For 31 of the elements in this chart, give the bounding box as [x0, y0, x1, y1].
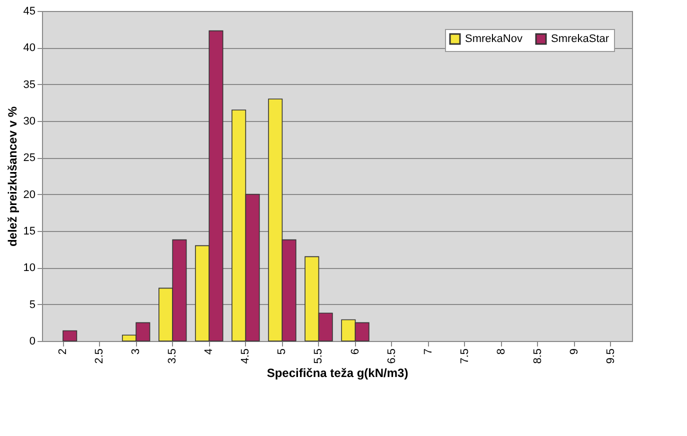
x-tick-label: 4.5 — [240, 348, 252, 364]
legend-label: SmrekaNov — [465, 33, 523, 45]
y-tick-label: 5 — [29, 298, 36, 311]
bar — [62, 330, 78, 342]
y-tick-label: 20 — [23, 188, 36, 201]
y-tick-label: 30 — [23, 116, 36, 128]
legend-label: SmrekaStar — [551, 33, 610, 45]
x-tick-label: 3.5 — [166, 348, 179, 364]
y-tick-label: 15 — [23, 226, 36, 238]
y-axis-title: delež preizkušancev v % — [5, 106, 20, 247]
x-tick-label: 6 — [349, 348, 362, 355]
x-tick-label: 2 — [57, 348, 70, 355]
x-tick-label: 8.5 — [532, 348, 544, 364]
y-tick-label: 40 — [23, 42, 36, 54]
x-tick-label: 9.5 — [604, 348, 617, 364]
x-tick-label: 7 — [422, 348, 434, 355]
x-tick-label: 7.5 — [458, 348, 471, 364]
x-tick-label: 4 — [203, 348, 216, 355]
x-axis-title: Specifična teža g(kN/m3) — [266, 366, 408, 380]
x-tick-label: 9 — [568, 348, 580, 355]
y-tick-label: 25 — [23, 152, 36, 164]
y-tick-label: 45 — [23, 6, 36, 18]
x-tick-label: 2.5 — [94, 348, 106, 364]
x-tick-label: 8 — [495, 348, 508, 355]
y-tick-label: 0 — [29, 336, 36, 348]
x-tick-label: 6.5 — [386, 348, 398, 364]
x-tick-label: 3 — [130, 348, 142, 355]
y-tick-label: 10 — [23, 262, 36, 274]
x-tick-label: 5 — [276, 348, 288, 355]
y-tick-label: 35 — [23, 78, 36, 91]
x-tick-label: 5.5 — [312, 348, 325, 364]
